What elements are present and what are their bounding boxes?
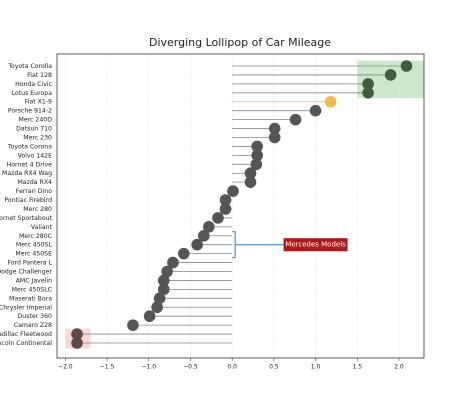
x-tick-label: 0.5 [269, 364, 279, 371]
dot [203, 221, 215, 233]
dot [309, 104, 322, 117]
y-tick-label: Lincoln Continental [0, 340, 52, 347]
dot [191, 238, 203, 251]
y-tick-label: Toyota Corolla [7, 63, 52, 70]
dot [251, 149, 263, 162]
dot [219, 203, 232, 215]
dot [177, 247, 190, 260]
y-tick-label: Merc 280C [19, 233, 52, 240]
dot [362, 78, 374, 90]
dot [244, 167, 257, 180]
dot [268, 122, 281, 135]
dot [362, 87, 374, 99]
y-tick-label: Toyota Corona [7, 143, 52, 150]
dot [71, 328, 83, 340]
y-tick-label: Pontiac Firebird [4, 197, 52, 204]
y-tick-label: Mazda RX4 Wag [2, 170, 52, 177]
annotation-text: Mercedes Models [285, 241, 346, 249]
chart-title: Diverging Lollipop of Car Mileage [149, 36, 331, 49]
y-tick-label: Merc 280 [23, 206, 52, 213]
dot [71, 337, 83, 349]
x-tick-label: −1.5 [100, 364, 115, 371]
dot [157, 283, 170, 296]
x-tick-label: −1.0 [141, 364, 156, 371]
x-tick-label: −2.0 [58, 364, 73, 371]
dot [127, 319, 139, 331]
x-tick-label: 1.5 [352, 364, 362, 371]
y-tick-label: Porsche 914-2 [8, 108, 52, 115]
dot [324, 95, 337, 108]
y-tick-label: Mazda RX4 [17, 179, 52, 186]
dot [268, 131, 281, 144]
plot-frame [56, 53, 425, 359]
dot [251, 140, 263, 153]
dot [143, 310, 156, 322]
y-tick-label: Merc 450SLC [12, 286, 52, 293]
dot [289, 113, 302, 126]
dot [198, 229, 210, 242]
y-tick-label: Volvo 142E [18, 152, 52, 159]
y-tick-label: Hornet 4 Drive [7, 161, 53, 168]
dot [244, 176, 257, 188]
y-tick-label: Dodge Challenger [0, 269, 52, 276]
y-tick-label: Honda Civic [15, 81, 52, 88]
x-tick-label: 0.0 [227, 364, 237, 371]
dot [167, 256, 179, 269]
y-tick-label: Hornet Sportabout [0, 215, 53, 222]
dot [151, 301, 163, 314]
y-tick-label: Merc 450SL [16, 242, 53, 249]
y-tick-label: Merc 230 [23, 134, 52, 141]
y-tick-label: Datsun 710 [16, 126, 52, 133]
y-tick-label: Chrysler Imperial [0, 304, 52, 311]
y-tick-label: Valiant [31, 224, 53, 231]
y-tick-label: Lotus Europa [12, 90, 53, 97]
dot [227, 185, 239, 197]
y-tick-label: Ford Pantera L [7, 260, 52, 267]
y-tick-label: Ferrari Dino [16, 188, 52, 195]
x-tick-label: 2.0 [394, 364, 404, 371]
y-tick-label: Maserati Bora [9, 295, 52, 302]
y-tick-label: AMC Javelin [16, 277, 52, 284]
y-tick-label: Fiat X1-9 [25, 99, 52, 106]
y-tick-label: Merc 450SE [15, 251, 52, 258]
dot [384, 69, 397, 81]
y-tick-label: Duster 360 [18, 313, 53, 320]
annotation-bracket [232, 231, 236, 259]
y-tick-label: Merc 240D [19, 117, 53, 124]
dot [250, 158, 263, 171]
x-tick-label: −0.5 [183, 364, 198, 371]
dot [157, 274, 170, 287]
y-tick-label: Fiat 128 [27, 72, 52, 79]
dot [400, 60, 413, 72]
dot [153, 292, 166, 305]
x-tick-label: 1.0 [311, 364, 321, 371]
dot [212, 212, 224, 224]
y-tick-label: Camaro Z28 [14, 322, 52, 329]
y-tick-label: Cadillac Fleetwood [0, 331, 52, 338]
dot [219, 194, 232, 206]
annotation-box [283, 238, 348, 252]
dot [161, 265, 173, 278]
